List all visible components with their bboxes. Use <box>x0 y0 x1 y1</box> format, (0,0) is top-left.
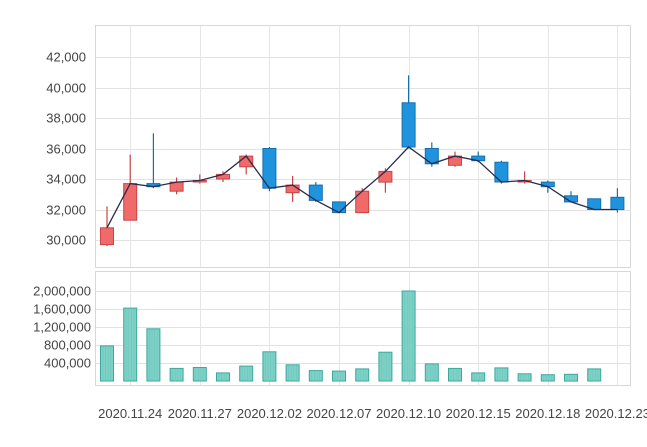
candle-up <box>355 190 370 214</box>
volume-bar <box>216 372 230 382</box>
volume-tick-label: 2,000,000 <box>33 284 91 299</box>
candle-down <box>332 201 346 214</box>
close-price-polyline <box>106 146 618 229</box>
volume-bar <box>494 367 509 382</box>
volume-bar <box>378 351 393 382</box>
price-tick-label: 32,000 <box>46 203 86 218</box>
price-grid <box>96 26 630 267</box>
date-tick-label: 2020.12.18 <box>515 406 580 421</box>
candle-up <box>100 227 114 246</box>
volume-bar <box>448 367 462 382</box>
date-tick-label: 2020.12.15 <box>446 406 511 421</box>
price-tick-label: 38,000 <box>46 111 86 126</box>
price-tick-label: 34,000 <box>46 172 86 187</box>
volume-bar <box>123 307 138 382</box>
candle-down <box>308 184 323 201</box>
volume-bar <box>424 363 439 382</box>
volume-bar <box>471 372 486 382</box>
price-tick-label: 36,000 <box>46 142 86 157</box>
price-panel <box>95 25 631 268</box>
volume-bar <box>517 373 532 382</box>
volume-tick-label: 1,600,000 <box>33 302 91 317</box>
volume-bar <box>564 373 578 382</box>
volume-bar <box>285 364 300 382</box>
volume-bar <box>308 370 323 382</box>
volume-bar <box>169 367 184 382</box>
volume-bar <box>239 365 254 382</box>
volume-bar <box>262 351 277 382</box>
volume-bars <box>100 290 602 382</box>
volume-tick-label: 1,200,000 <box>33 320 91 335</box>
candle-down <box>424 148 439 165</box>
volume-tick-label: 400,000 <box>44 356 91 371</box>
date-tick-label: 2020.11.27 <box>168 406 232 421</box>
volume-bar <box>192 367 207 382</box>
candle-down <box>610 196 625 211</box>
price-axis-ticks: 30,000 32,000 34,000 36,000 38,000 40,000 42,0… <box>46 50 86 248</box>
date-tick-label: 2020.12.02 <box>237 406 302 421</box>
volume-bar <box>540 374 555 382</box>
volume-axis-ticks: 400,000 800,000 1,200,000 1,600,000 2,000,00… <box>33 284 91 371</box>
date-axis-ticks: 2020.11.24 2020.11.27 2020.12.02 2020.12.07… <box>98 406 647 421</box>
volume-grid <box>96 272 630 385</box>
volume-panel <box>95 271 631 386</box>
date-tick-label: 2020.12.07 <box>306 406 371 421</box>
close-price-line <box>106 146 618 229</box>
candle-up <box>378 170 393 183</box>
price-tick-label: 30,000 <box>46 233 86 248</box>
volume-bar <box>332 370 346 382</box>
volume-tick-label: 800,000 <box>44 338 91 353</box>
date-tick-label: 2020.11.24 <box>98 406 162 421</box>
volume-bar <box>146 328 161 382</box>
candle-down <box>401 102 416 148</box>
candle-up <box>123 183 138 221</box>
volume-bar <box>355 368 370 382</box>
volume-bar <box>587 368 602 382</box>
candle-down <box>494 161 509 183</box>
volume-bar <box>100 345 114 382</box>
price-tick-label: 40,000 <box>46 81 86 96</box>
date-tick-label: 2020.12.10 <box>376 406 441 421</box>
volume-bar <box>401 290 416 382</box>
date-tick-label: 2020.12.23 <box>585 406 647 421</box>
price-tick-label: 42,000 <box>46 50 86 65</box>
